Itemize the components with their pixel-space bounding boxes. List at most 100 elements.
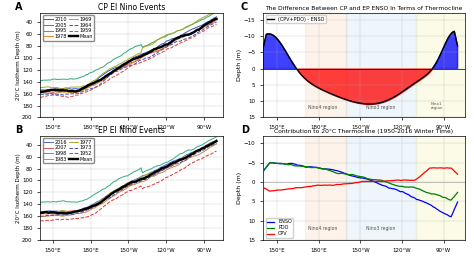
PDO — [455, 191, 460, 194]
2007 — [137, 178, 142, 181]
1964 — [37, 92, 43, 96]
1978 — [137, 56, 142, 60]
1969 — [37, 86, 43, 89]
Title: CP El Nino Events: CP El Nino Events — [98, 3, 165, 12]
1952 — [37, 219, 43, 222]
1998 — [37, 201, 43, 204]
Mean — [214, 139, 219, 143]
2010 — [160, 42, 166, 45]
2005 — [76, 89, 82, 92]
Mean — [209, 142, 215, 145]
2016 — [67, 211, 73, 214]
1983 — [37, 215, 43, 218]
2007 — [37, 212, 43, 216]
1998 — [177, 152, 182, 156]
1977 — [135, 178, 141, 181]
1964 — [178, 39, 184, 43]
Line: 1995: 1995 — [40, 11, 217, 81]
1969 — [60, 87, 65, 90]
1998 — [208, 138, 213, 141]
CPV — [303, 185, 309, 188]
2007 — [214, 139, 219, 142]
CPV — [451, 170, 457, 173]
PDO — [448, 199, 454, 202]
1998 — [159, 163, 164, 166]
2007 — [76, 210, 82, 213]
Line: 1969: 1969 — [40, 11, 217, 89]
PDO — [260, 169, 266, 173]
Line: CPV: CPV — [263, 168, 457, 191]
1995 — [85, 73, 91, 76]
1977 — [74, 210, 80, 213]
Line: 2010: 2010 — [40, 17, 217, 90]
1969 — [76, 85, 82, 88]
1959 — [39, 96, 45, 99]
Title: The Difference Between CP and EP ENSO In Terms of Thermocline: The Difference Between CP and EP ENSO In… — [265, 6, 463, 11]
Mean — [137, 55, 142, 58]
2016 — [137, 176, 142, 179]
1983 — [85, 210, 91, 213]
1964 — [209, 23, 215, 26]
CPV — [260, 186, 266, 189]
2016 — [214, 139, 219, 142]
Text: Nino4 region: Nino4 region — [308, 105, 337, 110]
2016 — [76, 209, 82, 212]
Text: C: C — [241, 2, 248, 12]
1973 — [160, 169, 166, 172]
1995 — [159, 36, 164, 39]
2010 — [209, 18, 215, 21]
Text: B: B — [15, 124, 22, 135]
1973 — [86, 208, 92, 211]
ENSO — [270, 161, 276, 164]
Line: 1973: 1973 — [40, 143, 217, 216]
Mean — [76, 89, 82, 92]
Line: 2016: 2016 — [40, 140, 217, 212]
2016 — [86, 205, 92, 208]
Line: ENSO: ENSO — [263, 163, 457, 217]
Y-axis label: Depth (m): Depth (m) — [237, 49, 242, 81]
Mean — [86, 83, 92, 86]
ENSO — [303, 165, 309, 169]
Mean — [39, 90, 45, 93]
Mean — [86, 206, 92, 209]
ENSO — [448, 215, 454, 218]
Line: 1959: 1959 — [40, 25, 217, 97]
Legend: 2016, 2007, 1998, 1983, 1977, 1973, 1952, Mean: 2016, 2007, 1998, 1983, 1977, 1973, 1952… — [43, 138, 94, 163]
1983 — [135, 182, 141, 185]
1977 — [214, 138, 219, 141]
2010 — [42, 88, 47, 92]
2005 — [160, 47, 166, 50]
2007 — [178, 158, 184, 161]
1978 — [178, 36, 184, 39]
1952 — [209, 152, 215, 155]
1998 — [85, 197, 91, 200]
1952 — [76, 217, 82, 220]
2007 — [209, 141, 215, 144]
1978 — [51, 92, 56, 95]
1952 — [137, 185, 142, 188]
ENSO — [455, 200, 460, 204]
1959 — [209, 25, 215, 28]
Mean — [76, 209, 82, 212]
2010 — [137, 54, 142, 57]
1969 — [86, 82, 92, 85]
1983 — [214, 143, 219, 146]
1959 — [214, 23, 219, 26]
1952 — [178, 168, 184, 171]
1995 — [135, 44, 141, 48]
1973 — [214, 142, 219, 145]
1964 — [214, 21, 219, 24]
Line: 1978: 1978 — [40, 20, 217, 94]
Bar — [416, 13, 465, 117]
1998 — [214, 135, 219, 138]
Bar — [305, 13, 346, 117]
1964 — [61, 93, 67, 97]
1995 — [177, 29, 182, 32]
1969 — [137, 52, 142, 55]
1969 — [214, 9, 219, 12]
1959 — [37, 96, 43, 99]
Text: Nino4 region: Nino4 region — [308, 227, 337, 232]
1995 — [214, 10, 219, 13]
1964 — [160, 48, 166, 51]
Text: Nino1
region: Nino1 region — [430, 102, 443, 110]
